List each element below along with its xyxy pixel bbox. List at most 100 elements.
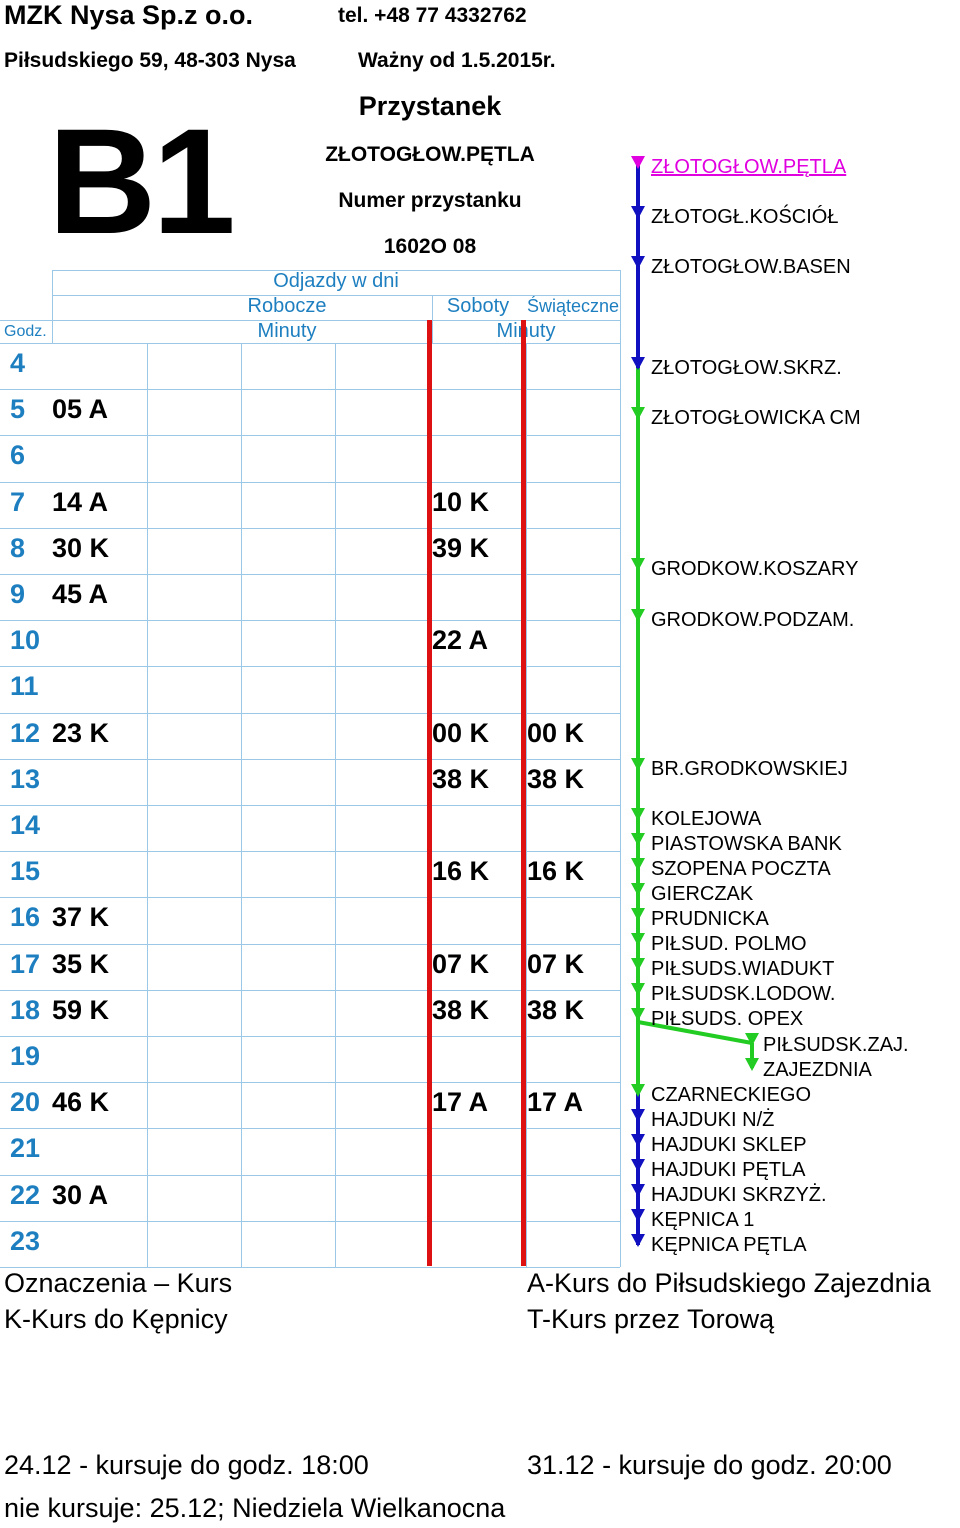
stop-heading: Przystanek xyxy=(358,91,502,121)
hour-cell: 20 xyxy=(10,1087,41,1117)
hour-cell: 5 xyxy=(10,394,26,424)
saturday-separator xyxy=(427,320,432,1266)
stop-marker xyxy=(631,908,645,921)
saturday-minutes: 22 A xyxy=(432,625,489,655)
grid-line xyxy=(0,713,620,714)
grid-line xyxy=(0,1221,620,1222)
route-stop: PIŁSUD. POLMO xyxy=(651,933,807,955)
saturday-minutes: 10 K xyxy=(432,487,490,517)
col-saturday: Soboty xyxy=(446,295,510,317)
route-stop: KĘPNICA 1 xyxy=(651,1209,755,1231)
route-stop: ZŁOTOGŁOW.SKRZ. xyxy=(651,357,842,379)
grid-line xyxy=(0,1128,620,1129)
hour-cell: 6 xyxy=(10,440,26,470)
note-no-service: nie kursuje: 25.12; Niedziela Wielkanocn… xyxy=(4,1493,506,1523)
grid-line xyxy=(335,343,336,1267)
grid-line xyxy=(620,270,621,1267)
route-stop: ZŁOTOGŁOW.PĘTLA xyxy=(651,156,847,178)
stop-marker xyxy=(631,1134,645,1147)
stop-number: 1602O 08 xyxy=(383,235,477,258)
hour-cell: 12 xyxy=(10,718,41,748)
stop-marker xyxy=(631,256,645,269)
grid-line xyxy=(52,295,620,296)
weekday-minutes: 14 A xyxy=(52,487,109,517)
stop-marker xyxy=(631,558,645,571)
saturday-minutes: 00 K xyxy=(432,718,490,748)
hour-cell: 10 xyxy=(10,625,41,655)
legend-title: Oznaczenia – Kurs xyxy=(4,1268,233,1298)
departures-label: Odjazdy w dni xyxy=(273,270,399,292)
stop-marker xyxy=(631,1184,645,1197)
route-stop: KĘPNICA PĘTLA xyxy=(651,1234,807,1256)
grid-line xyxy=(0,1082,620,1083)
route-stop: HAJDUKI N/Ż xyxy=(651,1109,775,1131)
saturday-minutes: 16 K xyxy=(432,856,490,886)
weekday-minutes: 05 A xyxy=(52,394,109,424)
weekday-minutes: 45 A xyxy=(52,579,109,609)
legend-k: K-Kurs do Kępnicy xyxy=(4,1304,228,1334)
route-stop: CZARNECKIEGO xyxy=(651,1084,812,1106)
route-stop: PIŁSUDSK.ZAJ. xyxy=(763,1034,909,1056)
route-stop: KOLEJOWA xyxy=(651,808,762,830)
weekday-minutes: 59 K xyxy=(52,995,110,1025)
note-new-years-eve: 31.12 - kursuje do godz. 20:00 xyxy=(527,1450,892,1480)
line-number: B1 xyxy=(48,97,236,265)
col-holiday: Świąteczne xyxy=(526,296,620,316)
stop-marker xyxy=(745,1058,759,1071)
saturday-minutes: 07 K xyxy=(432,949,490,979)
stop-marker xyxy=(631,883,645,896)
grid-line xyxy=(0,1036,620,1037)
hour-cell: 9 xyxy=(10,579,26,609)
route-stop: ZŁOTOGŁOW.BASEN xyxy=(651,256,851,278)
route-stop: PIASTOWSKA BANK xyxy=(651,833,842,855)
stop-marker xyxy=(745,1033,759,1046)
grid-line xyxy=(0,1267,620,1268)
hour-cell: 21 xyxy=(10,1133,41,1163)
holiday-minutes: 16 K xyxy=(527,856,585,886)
stop-marker xyxy=(631,609,645,622)
stop-marker xyxy=(631,933,645,946)
grid-line xyxy=(0,944,620,945)
grid-line xyxy=(0,320,620,321)
grid-line xyxy=(432,295,433,343)
route-stop: HAJDUKI PĘTLA xyxy=(651,1159,806,1181)
company-name: MZK Nysa Sp.z o.o. xyxy=(4,0,254,30)
note-christmas-eve: 24.12 - kursuje do godz. 18:00 xyxy=(4,1450,369,1480)
weekday-minutes: 30 A xyxy=(52,1180,109,1210)
weekday-minutes: 30 K xyxy=(52,533,110,563)
hour-label: Godz. xyxy=(4,323,47,340)
stop-marker xyxy=(631,808,645,821)
hour-cell: 18 xyxy=(10,995,41,1025)
stop-marker xyxy=(631,1109,645,1122)
route-stop: ZŁOTOGŁOWICKA CM xyxy=(651,407,861,429)
hour-cell: 16 xyxy=(10,902,41,932)
stop-marker xyxy=(631,1234,645,1247)
hour-cell: 19 xyxy=(10,1041,41,1071)
holiday-minutes: 00 K xyxy=(527,718,585,748)
col-weekday: Robocze xyxy=(247,295,327,317)
route-stop: PRUDNICKA xyxy=(651,908,769,930)
hour-cell: 15 xyxy=(10,856,41,886)
minutes-label-weekday: Minuty xyxy=(257,320,317,342)
route-stop: BR.GRODKOWSKIEJ xyxy=(651,758,848,780)
hour-cell: 4 xyxy=(10,348,26,378)
hour-cell: 11 xyxy=(10,671,39,701)
grid-line xyxy=(0,574,620,575)
grid-line xyxy=(526,343,527,1267)
route-stop: PIŁSUDS.WIADUKT xyxy=(651,958,835,980)
grid-line xyxy=(0,343,620,344)
grid-line xyxy=(0,620,620,621)
hour-cell: 7 xyxy=(10,487,26,517)
grid-line xyxy=(0,990,620,991)
grid-line xyxy=(241,343,242,1267)
route-diagram xyxy=(631,156,759,1247)
hour-cell: 14 xyxy=(10,810,41,840)
legend-t: T-Kurs przez Torową xyxy=(527,1304,775,1334)
stop-marker xyxy=(631,833,645,846)
valid-from: Ważny od 1.5.2015r. xyxy=(358,49,556,72)
hour-cell: 13 xyxy=(10,764,41,794)
saturday-minutes: 38 K xyxy=(432,764,490,794)
stop-marker xyxy=(631,1008,645,1021)
grid-line xyxy=(0,805,620,806)
weekday-minutes: 46 K xyxy=(52,1087,110,1117)
